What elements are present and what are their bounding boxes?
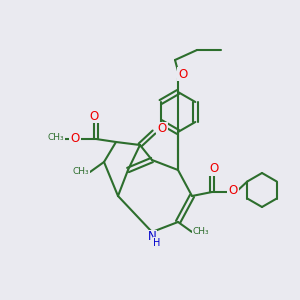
Text: CH₃: CH₃: [48, 134, 64, 142]
Text: N: N: [148, 230, 156, 244]
Text: O: O: [209, 163, 219, 176]
Text: O: O: [70, 131, 80, 145]
Text: CH₃: CH₃: [193, 227, 209, 236]
Text: H: H: [153, 238, 161, 248]
Text: O: O: [178, 68, 188, 80]
Text: O: O: [158, 122, 166, 136]
Text: O: O: [89, 110, 99, 122]
Text: O: O: [228, 184, 238, 197]
Text: CH₃: CH₃: [73, 167, 89, 176]
